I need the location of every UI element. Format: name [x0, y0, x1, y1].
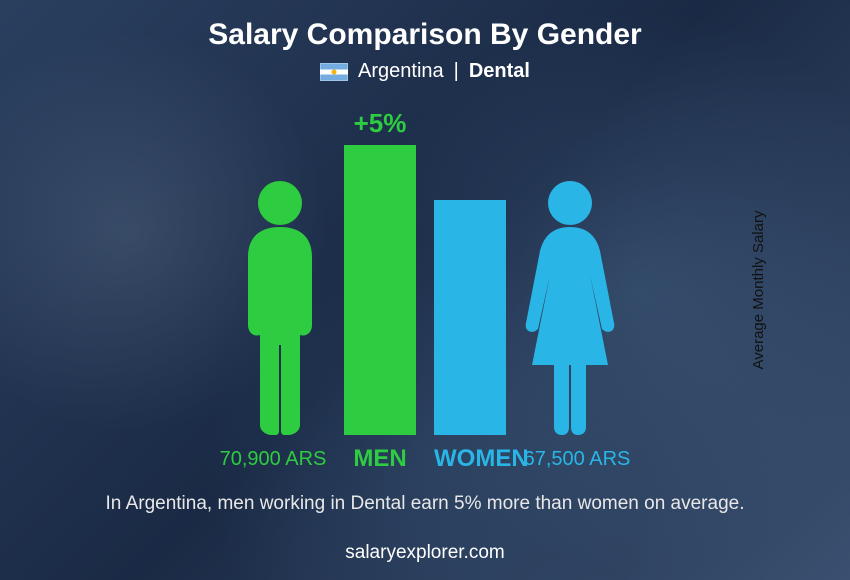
- men-labels: 70,900 ARS MEN: [216, 445, 416, 473]
- men-bar-col: +5%: [344, 108, 416, 435]
- chart-area: +5%: [145, 95, 705, 435]
- subtitle-separator: |: [454, 60, 459, 83]
- y-axis-label: Average Monthly Salary: [750, 211, 767, 370]
- man-icon: [230, 175, 330, 435]
- men-icon-col: [230, 175, 330, 435]
- diff-label: +5%: [354, 108, 407, 139]
- woman-icon: [520, 175, 620, 435]
- main-container: Salary Comparison By Gender Argentina | …: [0, 0, 850, 580]
- men-group: +5%: [230, 108, 416, 435]
- women-label: WOMEN: [434, 445, 506, 473]
- men-salary: 70,900 ARS: [216, 448, 330, 471]
- women-bar-col: [434, 200, 506, 435]
- women-icon-col: [520, 175, 620, 435]
- subtitle-country: Argentina: [358, 60, 444, 83]
- men-label: MEN: [344, 445, 416, 473]
- men-bar: [344, 145, 416, 435]
- subtitle-row: Argentina | Dental: [320, 60, 530, 83]
- women-group: [434, 175, 620, 435]
- labels-row: 70,900 ARS MEN WOMEN 67,500 ARS: [145, 445, 705, 473]
- page-title: Salary Comparison By Gender: [208, 18, 641, 52]
- argentina-flag-icon: [320, 63, 348, 81]
- footer-text: salaryexplorer.com: [0, 542, 850, 564]
- women-labels: WOMEN 67,500 ARS: [434, 445, 634, 473]
- caption-text: In Argentina, men working in Dental earn…: [106, 491, 745, 517]
- women-salary: 67,500 ARS: [520, 448, 634, 471]
- subtitle-category: Dental: [469, 60, 530, 83]
- women-bar: [434, 200, 506, 435]
